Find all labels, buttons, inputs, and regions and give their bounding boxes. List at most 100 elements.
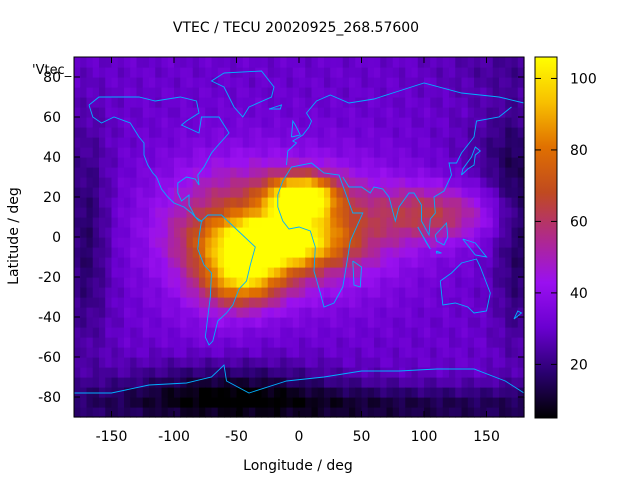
heatmap-cell bbox=[274, 267, 281, 278]
coastline-segment bbox=[436, 250, 442, 254]
heatmap-cell bbox=[267, 207, 275, 218]
heatmap-cell bbox=[374, 247, 381, 258]
heatmap-cell bbox=[255, 157, 263, 168]
heatmap-cell bbox=[517, 387, 525, 398]
heatmap-cell bbox=[286, 167, 294, 178]
heatmap-cell bbox=[342, 97, 350, 108]
heatmap-cell bbox=[74, 237, 81, 248]
heatmap-cell bbox=[217, 347, 225, 358]
heatmap-cell bbox=[505, 77, 513, 88]
heatmap-cell bbox=[267, 87, 275, 98]
heatmap-cell bbox=[99, 97, 106, 108]
heatmap-cell bbox=[86, 267, 94, 278]
heatmap-cell bbox=[142, 307, 150, 318]
heatmap-cell bbox=[74, 127, 81, 138]
heatmap-cell bbox=[511, 337, 519, 348]
heatmap-cell bbox=[286, 67, 294, 78]
heatmap-cell bbox=[367, 237, 375, 248]
heatmap-cell bbox=[186, 317, 194, 328]
heatmap-cell bbox=[136, 167, 144, 178]
heatmap-cell bbox=[449, 177, 456, 188]
heatmap-cell bbox=[480, 317, 488, 328]
heatmap-cell bbox=[217, 197, 225, 208]
heatmap-cell bbox=[292, 127, 300, 138]
heatmap-cell bbox=[499, 377, 506, 388]
heatmap-cell bbox=[374, 197, 381, 208]
heatmap-cell bbox=[74, 247, 81, 258]
heatmap-cell bbox=[167, 77, 175, 88]
heatmap-cell bbox=[355, 87, 363, 98]
heatmap-cell bbox=[286, 77, 294, 88]
heatmap-cell bbox=[499, 127, 506, 138]
heatmap-cell bbox=[142, 217, 150, 228]
heatmap-cell bbox=[449, 97, 456, 108]
heatmap-cell bbox=[299, 297, 306, 308]
heatmap-cell bbox=[361, 177, 369, 188]
heatmap-cell bbox=[349, 117, 356, 128]
heatmap-cell bbox=[436, 337, 444, 348]
heatmap-cell bbox=[155, 247, 163, 258]
heatmap-cell bbox=[305, 187, 313, 198]
heatmap-cell bbox=[324, 137, 331, 148]
heatmap-cell bbox=[405, 177, 413, 188]
heatmap-cell bbox=[274, 147, 281, 158]
heatmap-cell bbox=[186, 397, 194, 408]
heatmap-cell bbox=[211, 137, 219, 148]
heatmap-cell bbox=[374, 157, 381, 168]
heatmap-cell bbox=[174, 217, 181, 228]
heatmap-cell bbox=[92, 127, 100, 138]
heatmap-cell bbox=[324, 117, 331, 128]
colorbar-tick-label: 60 bbox=[570, 214, 588, 230]
heatmap-cell bbox=[111, 337, 119, 348]
heatmap-cell bbox=[142, 237, 150, 248]
heatmap-cell bbox=[461, 137, 469, 148]
heatmap-cell bbox=[436, 287, 444, 298]
heatmap-cell bbox=[199, 57, 206, 68]
heatmap-cell bbox=[261, 257, 269, 268]
heatmap-cell bbox=[342, 237, 350, 248]
heatmap-cell bbox=[92, 217, 100, 228]
heatmap-cell bbox=[374, 57, 381, 68]
heatmap-cell bbox=[180, 207, 188, 218]
heatmap-cell bbox=[199, 67, 206, 78]
heatmap-cell bbox=[142, 387, 150, 398]
heatmap-cell bbox=[267, 157, 275, 168]
heatmap-cell bbox=[217, 277, 225, 288]
heatmap-cell bbox=[186, 247, 194, 258]
heatmap-cell bbox=[280, 187, 288, 198]
heatmap-cell bbox=[149, 87, 156, 98]
heatmap-cell bbox=[111, 97, 119, 108]
heatmap-cell bbox=[367, 227, 375, 238]
heatmap-cell bbox=[205, 377, 213, 388]
heatmap-cell bbox=[355, 67, 363, 78]
heatmap-cell bbox=[486, 107, 494, 118]
heatmap-cell bbox=[199, 247, 206, 258]
heatmap-cell bbox=[330, 247, 338, 258]
heatmap-cell bbox=[355, 147, 363, 158]
heatmap-cell bbox=[186, 227, 194, 238]
heatmap-cell bbox=[205, 187, 213, 198]
heatmap-cell bbox=[442, 97, 450, 108]
heatmap-cell bbox=[405, 357, 413, 368]
heatmap-cell bbox=[286, 217, 294, 228]
heatmap-cell bbox=[274, 117, 281, 128]
heatmap-cell bbox=[211, 387, 219, 398]
heatmap-cell bbox=[255, 277, 263, 288]
heatmap-cell bbox=[86, 147, 94, 158]
heatmap-cell bbox=[499, 187, 506, 198]
heatmap-cell bbox=[392, 237, 400, 248]
heatmap-cell bbox=[205, 317, 213, 328]
heatmap-cell bbox=[349, 297, 356, 308]
heatmap-cell bbox=[349, 147, 356, 158]
heatmap-cell bbox=[311, 407, 319, 418]
heatmap-cell bbox=[305, 337, 313, 348]
heatmap-cell bbox=[342, 197, 350, 208]
heatmap-cell bbox=[136, 87, 144, 98]
heatmap-cell bbox=[261, 217, 269, 228]
heatmap-cell bbox=[249, 187, 256, 198]
heatmap-cell bbox=[317, 337, 325, 348]
heatmap-cell bbox=[499, 217, 506, 228]
heatmap-cell bbox=[349, 237, 356, 248]
heatmap-cell bbox=[455, 177, 463, 188]
